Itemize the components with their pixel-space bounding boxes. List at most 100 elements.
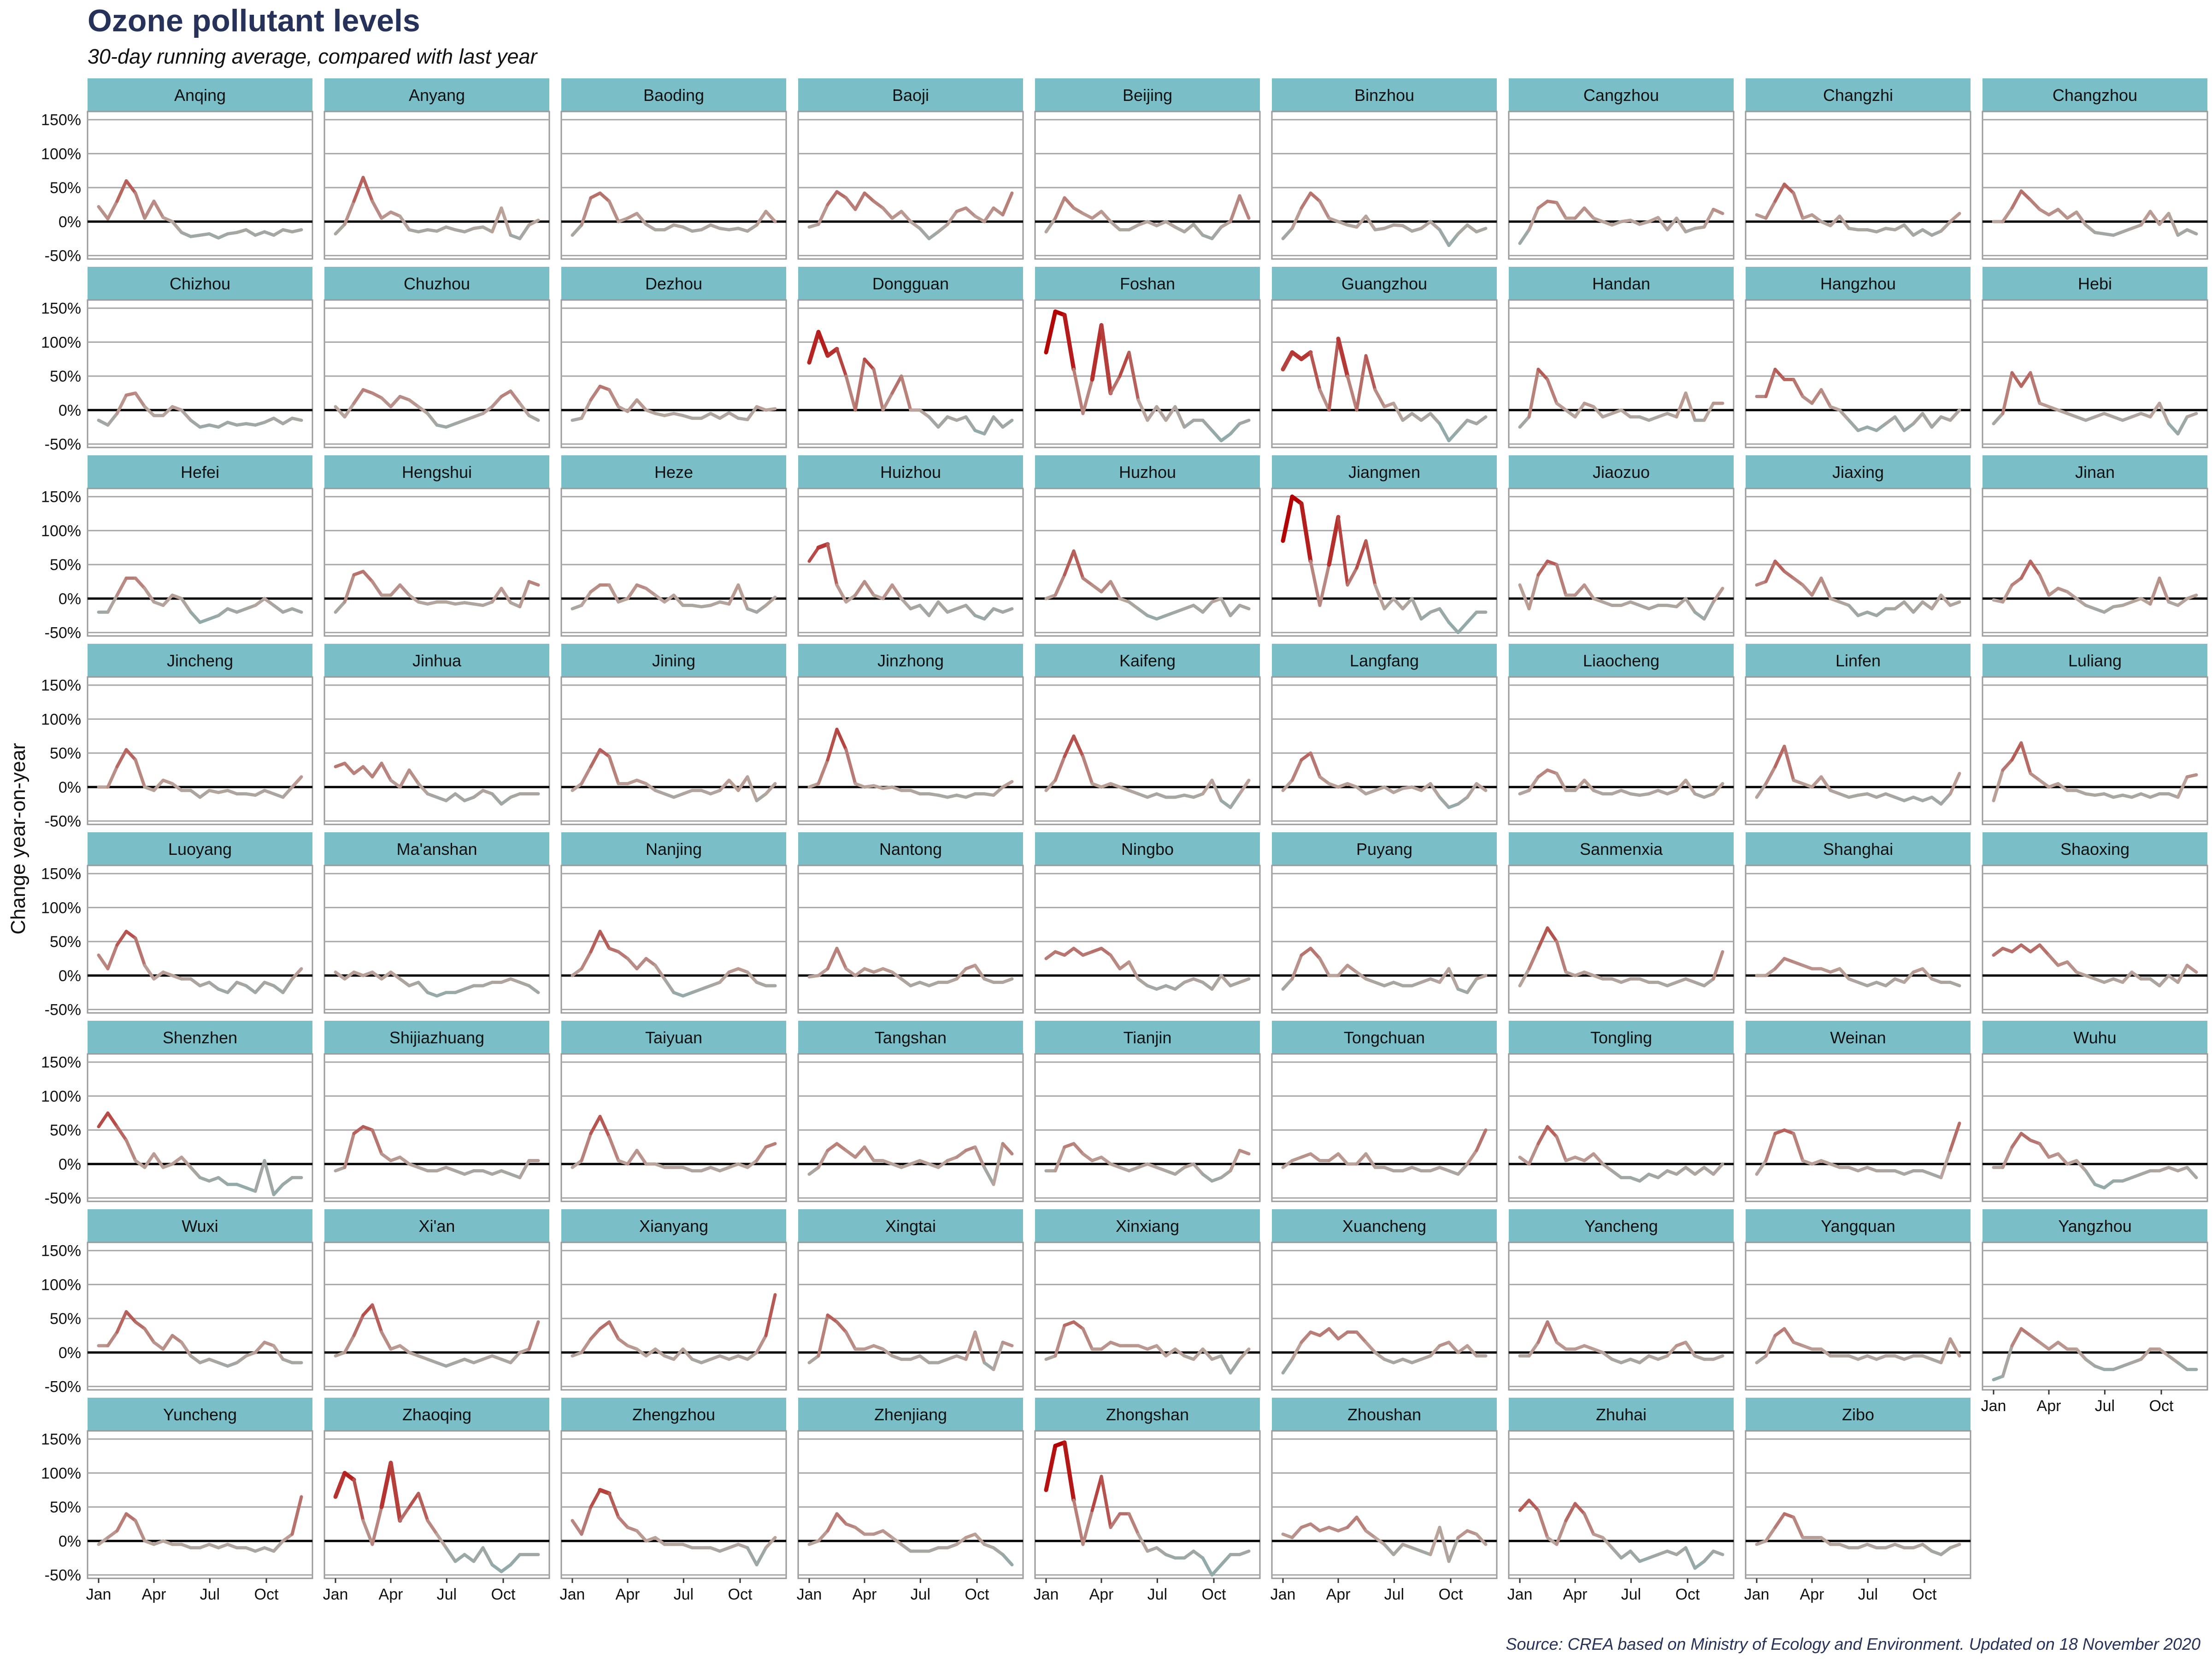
series-segment [1702, 401, 1715, 422]
series-segment [626, 583, 639, 600]
series-segment [152, 600, 165, 607]
panel-strip [798, 1021, 1023, 1054]
series-segment [2029, 771, 2041, 782]
series-segment [444, 1165, 457, 1173]
series-segment [807, 1165, 820, 1176]
series-segment [1053, 1145, 1066, 1173]
series-segment [1875, 981, 1888, 988]
series-segment [463, 1169, 476, 1176]
series-segment [115, 1512, 128, 1533]
series-segment [1792, 1515, 1805, 1540]
series-segment [171, 405, 183, 412]
series-segment [263, 417, 276, 424]
series-segment [1072, 734, 1085, 759]
panel-strip [1035, 455, 1260, 488]
series-segment [97, 953, 110, 971]
series-segment [171, 594, 183, 600]
series-segment [1072, 1320, 1085, 1330]
series-segment [1327, 337, 1340, 412]
series-segment [1053, 196, 1066, 220]
panel-foshan: Foshan [1034, 267, 1261, 448]
panel-jinzhong: Jinzhong [797, 644, 1024, 825]
series-segment [853, 782, 866, 789]
series-segment [1665, 412, 1678, 419]
series-segment [1693, 792, 1706, 799]
series-segment [1210, 1354, 1223, 1361]
series-segment [718, 1546, 731, 1553]
panel-frame [1745, 111, 1971, 260]
series-segment [435, 991, 448, 998]
series-segment [571, 604, 583, 611]
panel-title: Yancheng [1584, 1217, 1658, 1235]
series-segment [1238, 977, 1251, 984]
series-segment [352, 1125, 365, 1135]
panel-tongchuan: Tongchuan [1271, 1021, 1498, 1202]
series-segment [1647, 216, 1660, 224]
panel-title: Baoding [643, 86, 704, 105]
series-segment [1555, 1519, 1568, 1546]
series-segment [1164, 1347, 1177, 1358]
series-segment [1309, 751, 1322, 779]
series-segment [481, 225, 494, 234]
series-segment [527, 1320, 540, 1351]
series-segment [1100, 782, 1112, 789]
series-segment [1146, 984, 1159, 991]
panel-frame [1034, 1241, 1261, 1391]
series-segment [736, 1354, 749, 1361]
panel-liaocheng: Liaocheng [1508, 644, 1735, 825]
series-segment [727, 778, 740, 792]
series-segment [1419, 1354, 1432, 1361]
series-segment [472, 1546, 485, 1563]
series-segment [1118, 785, 1131, 792]
series-segment [1610, 977, 1623, 984]
series-segment [853, 967, 866, 977]
series-segment [964, 1532, 977, 1540]
series-segment [653, 788, 666, 796]
series-segment [361, 1125, 374, 1132]
series-segment [1447, 621, 1460, 635]
series-segment [1675, 391, 1688, 419]
series-segment [490, 587, 503, 604]
series-segment [1201, 1556, 1214, 1577]
series-segment [589, 583, 602, 594]
series-segment [1801, 583, 1814, 597]
panel-title: Wuhu [2073, 1028, 2116, 1047]
series-segment [444, 1546, 457, 1563]
panel-title: Zhenjiang [874, 1405, 947, 1424]
series-segment [2047, 587, 2060, 597]
series-segment [1801, 782, 1814, 789]
series-segment [371, 971, 383, 981]
series-segment [1819, 1347, 1832, 1358]
panel-frame [1745, 299, 1971, 448]
series-segment [2038, 778, 2051, 789]
series-segment [900, 210, 912, 224]
panel-anyang: Anyang [324, 78, 550, 260]
series-segment [481, 788, 494, 796]
series-segment [2130, 597, 2143, 604]
panel-strip [798, 644, 1023, 677]
series-segment [755, 604, 768, 614]
series-segment [1392, 597, 1405, 611]
series-segment [2148, 792, 2161, 799]
y-tick-label: 100% [41, 334, 81, 351]
series-segment [463, 415, 476, 422]
series-segment [2010, 371, 2023, 388]
y-tick-label: 100% [41, 1465, 81, 1482]
series-segment [718, 778, 731, 792]
series-segment [1610, 1169, 1623, 1179]
series-segment [1712, 587, 1724, 604]
series-segment [281, 1358, 294, 1365]
series-segment [1702, 600, 1715, 621]
series-segment [1773, 744, 1786, 769]
series-segment [736, 583, 749, 611]
panel-puyang: Puyang [1271, 832, 1498, 1014]
series-segment [1447, 429, 1460, 442]
series-segment [718, 411, 731, 420]
series-segment [589, 1327, 602, 1341]
series-segment [1281, 977, 1294, 991]
series-segment [1801, 213, 1814, 220]
series-segment [1090, 1155, 1103, 1163]
series-segment [1044, 217, 1057, 234]
series-segment [171, 1155, 183, 1166]
series-segment [1155, 792, 1168, 799]
